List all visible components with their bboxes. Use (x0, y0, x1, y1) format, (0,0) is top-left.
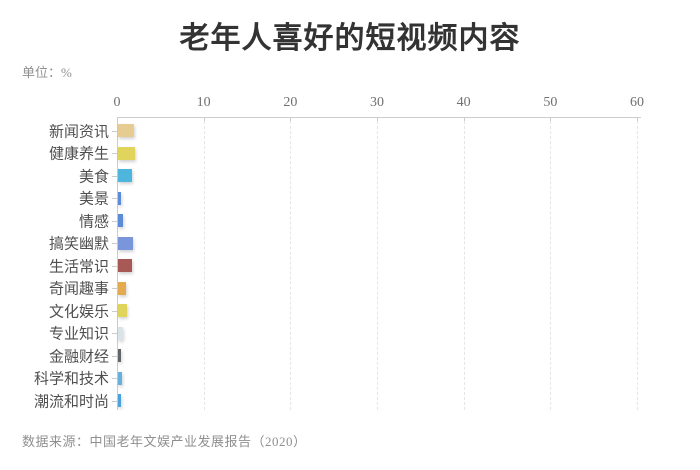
y-axis-line (117, 117, 118, 410)
category-label: 美景 (78, 191, 109, 208)
x-axis-tick-label: 10 (196, 95, 211, 110)
bar (118, 349, 122, 362)
category-label: 奇闻趣事 (48, 281, 109, 298)
x-axis-tick-mark (117, 118, 118, 123)
x-axis-tick-label: 30 (370, 95, 384, 110)
x-axis-tick-mark (203, 118, 205, 123)
bar (118, 371, 123, 385)
category-tick-mark (112, 220, 117, 222)
category-tick-mark (112, 400, 117, 402)
bar (118, 304, 128, 317)
vertical-gridline (377, 121, 378, 410)
category-label: 情感 (78, 214, 109, 230)
bar (118, 281, 127, 295)
category-tick-mark (112, 333, 117, 334)
x-axis-tick-label: 40 (456, 95, 471, 110)
bar (118, 146, 136, 160)
bar (118, 259, 133, 272)
bar (118, 236, 134, 250)
bar (118, 169, 132, 182)
category-label: 金融财经 (48, 349, 109, 365)
category-label: 生活常识 (48, 259, 109, 275)
category-tick-mark (112, 243, 117, 244)
x-axis-tick-label: 50 (543, 95, 558, 110)
x-axis-tick-label: 20 (283, 95, 298, 110)
category-tick-mark (112, 265, 117, 267)
vertical-gridline (637, 121, 638, 410)
x-axis-tick-mark (290, 118, 292, 123)
vertical-gridline (550, 121, 552, 410)
category-tick-mark (112, 130, 117, 132)
vertical-gridline (290, 121, 292, 410)
category-tick-mark (112, 310, 117, 312)
category-tick-mark (112, 355, 117, 357)
category-tick-mark (112, 175, 117, 177)
x-axis-line (117, 117, 641, 118)
x-axis-tick-mark (550, 118, 552, 123)
category-label: 健康养生 (48, 146, 109, 163)
category-label: 科学和技术 (33, 371, 109, 388)
source-note: 数据来源：中国老年文娱产业发展报告（2020） (22, 434, 307, 449)
bar (118, 394, 122, 407)
bar (118, 124, 135, 137)
category-label: 新闻资讯 (48, 124, 109, 140)
category-label: 文化娱乐 (48, 304, 109, 320)
chart-title: 老年人喜好的短视频内容 (179, 22, 521, 55)
bar (118, 214, 124, 227)
category-label: 专业知识 (48, 326, 109, 343)
vertical-gridline (203, 121, 205, 410)
bar (118, 326, 124, 340)
x-axis-tick-mark (637, 118, 638, 123)
category-label: 潮流和时尚 (33, 394, 109, 410)
category-tick-mark (112, 153, 117, 154)
category-tick-mark (112, 198, 117, 199)
unit-label: 单位：% (22, 65, 72, 80)
vertical-gridline (463, 121, 465, 410)
bar (118, 191, 122, 205)
x-axis-tick-mark (463, 118, 465, 123)
category-tick-mark (112, 288, 117, 289)
category-label: 美食 (78, 169, 109, 185)
x-axis-tick-label: 0 (113, 95, 121, 110)
category-label: 搞笑幽默 (48, 236, 109, 253)
x-axis-tick-mark (377, 118, 378, 123)
category-tick-mark (112, 378, 117, 379)
x-axis-tick-label: 60 (630, 95, 644, 110)
